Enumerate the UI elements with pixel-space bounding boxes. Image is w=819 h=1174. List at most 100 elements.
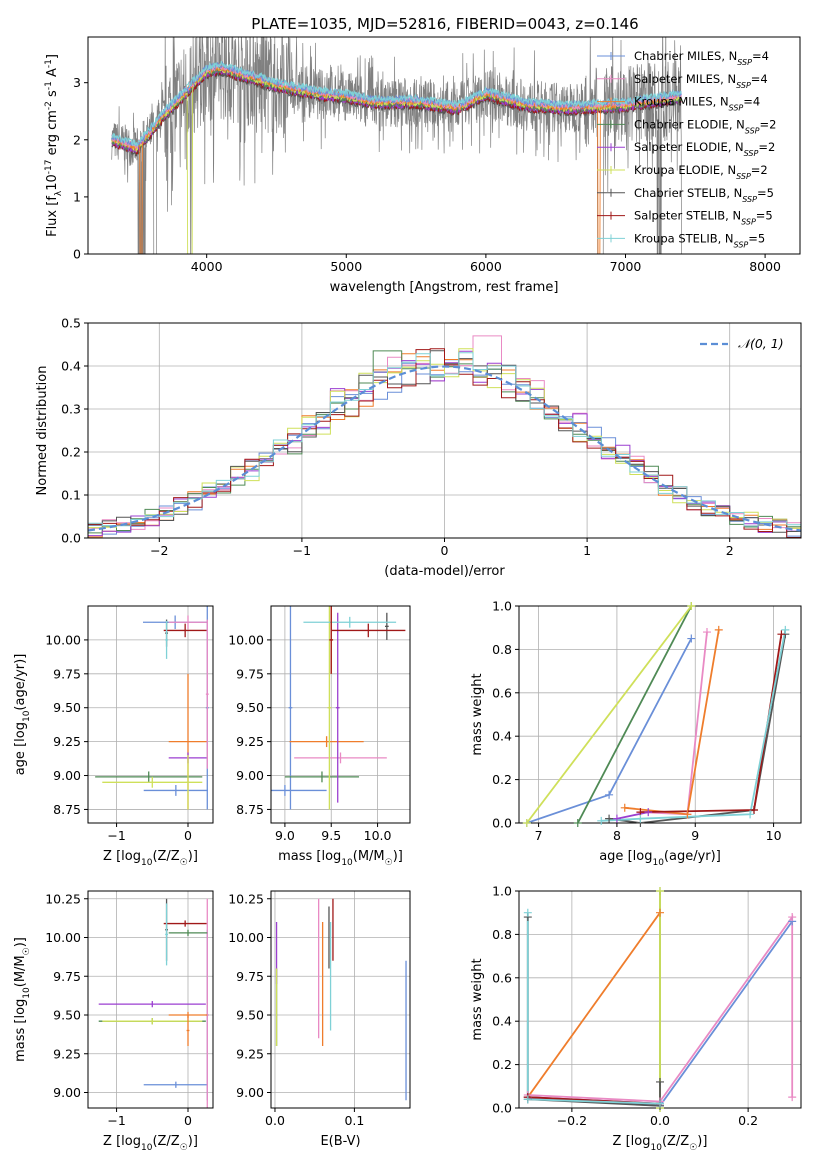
y-tick-label: 0.2 [492,1057,512,1072]
y-tick-label: 9.50 [53,700,81,715]
x-tick-label: 2 [726,543,734,558]
y-tick-label: 9.00 [53,768,81,783]
axes-frame [87,605,214,824]
y-tick-label: 9.00 [236,1085,264,1100]
x-tick-label: −0.2 [557,1113,587,1128]
histogram-kroupa-elodie [88,348,801,529]
y-tick-label: 0.4 [492,1014,512,1029]
histogram-kroupa-stelib [88,352,801,527]
model-line-kroupa-stelib [111,60,682,147]
x-tick-label: 10 [766,828,782,843]
axes-age-vs-Z: −1 0 8.75 9.00 9.25 9.50 9.75 10.00 Z [log10(Z/Z… [13,605,214,868]
axes-weight-vs-age: 7 8 9 10 0.0 0.2 0.4 0.6 0.8 1.0 age [log10(age/yr… [470,599,802,868]
weight-line-kroupa-miles [527,912,661,1098]
y-tick-label: 0.6 [492,970,512,985]
legend-label: Chabrier STELIB, NSSP=5 [634,186,774,204]
plot-area-mass-vs-Z [98,898,209,1108]
y-tick-label: 9.25 [236,1046,264,1061]
x-axis-label: age [log10(age/yr)] [599,849,721,868]
weight-marker [644,808,653,817]
plot-area-mass-vs-EBV [275,898,407,1101]
y-axis-label: mass [log10(M/M☉)] [13,937,32,1062]
plot-area-residuals [88,335,801,538]
x-tick-label: 10.0 [364,828,392,843]
weight-marker [687,634,696,643]
y-tick-label: 9.50 [236,700,264,715]
x-tick-label: 6000 [470,259,502,274]
model-line-chabrier-miles [111,60,682,147]
weight-marker [714,625,723,634]
plot-area-age-vs-mass [271,606,406,810]
legend-label: Kroupa MILES, NSSP=4 [634,95,760,113]
y-tick-label: 10.00 [45,632,81,647]
legend-label: Kroupa ELODIE, NSSP=2 [634,163,768,181]
x-axis-label: E(B-V) [320,1134,360,1149]
y-tick-label: 9.25 [53,734,81,749]
y-tick-label: 9.75 [236,969,264,984]
x-tick-label: 9 [691,828,699,843]
x-tick-label: 9.0 [275,828,295,843]
y-tick-label: 0.4 [492,729,512,744]
x-tick-label: −1 [107,828,125,843]
weight-line-salpeter-miles [527,914,794,1103]
axes-frame [270,890,411,1109]
x-tick-label: 0.0 [265,1113,285,1128]
legend-label: Kroupa STELIB, NSSP=5 [634,231,765,249]
y-axis-label: age [log10(age/yr)] [13,654,32,776]
weight-marker [636,814,645,823]
axes-age-vs-mass: 9.0 9.5 10.0 8.75 9.00 9.25 9.50 9.75 10.00 mass … [228,605,411,868]
weight-line-kroupa-elodie [526,606,693,823]
x-tick-label: 1 [583,543,591,558]
weight-marker [522,819,531,827]
weight-marker [620,803,629,812]
y-tick-label: 0.3 [61,402,81,417]
weight-marker [788,913,797,922]
x-tick-label: 4000 [191,259,223,274]
weight-marker [612,814,621,823]
y-tick-label: 1.0 [492,884,512,899]
x-tick-label: 7000 [610,259,642,274]
weight-marker [523,1095,532,1104]
weight-marker [573,819,582,827]
axes-mass-vs-Z: −1 0 9.00 9.25 9.50 9.75 10.00 10.25 Z [log10(Z/… [13,890,214,1153]
y-tick-label: 0.2 [492,772,512,787]
spectrum-data-line [111,37,682,254]
y-tick-label: 0.4 [61,359,81,374]
y-tick-label: 0.1 [61,488,81,503]
x-axis-label: wavelength [Angstrom, rest frame] [330,280,559,295]
plot-area-age-vs-Z [95,606,209,810]
y-tick-label: 0.6 [492,685,512,700]
weight-marker [656,887,664,895]
y-tick-label: 10.00 [45,930,81,945]
y-axis-label: mass weight [470,958,485,1040]
y-tick-label: 9.75 [53,969,81,984]
x-tick-label: 5000 [330,259,362,274]
weight-marker [703,628,711,637]
x-tick-label: 8000 [749,259,781,274]
y-tick-label: 9.25 [53,1046,81,1061]
legend-label: Chabrier MILES, NSSP=4 [634,49,769,67]
y-tick-label: 9.00 [53,1085,81,1100]
x-axis-label: (data-model)/error [384,564,505,579]
y-tick-label: 10.00 [228,632,264,647]
x-axis-label: Z [log10(Z/Z☉)] [103,849,198,868]
legend-label: Salpeter ELODIE, NSSP=2 [634,140,775,158]
y-tick-label: 0.2 [61,445,81,460]
y-tick-label: 8.75 [53,802,81,817]
spectrum-legend: Chabrier MILES, NSSP=4 Salpeter MILES, NS… [597,49,776,249]
y-tick-label: 10.25 [228,891,264,906]
y-tick-label: 9.50 [236,1008,264,1023]
y-tick-label: 9.25 [236,734,264,749]
weight-marker [656,1099,664,1108]
weight-line-salpeter-elodie [616,811,649,820]
x-tick-label: 9.5 [321,828,341,843]
x-tick-label: 8 [613,828,621,843]
x-tick-label: 0.1 [344,1113,364,1128]
weight-marker [605,790,614,799]
y-tick-label: 10.25 [45,891,81,906]
axes-weight-vs-Z: −0.2 0.0 0.2 0.0 0.2 0.4 0.6 0.8 1.0 Z [log10(Z/Z… [470,884,802,1153]
y-tick-label: 0.8 [492,642,512,657]
weight-marker [750,805,758,814]
legend-label: Salpeter STELIB, NSSP=5 [634,209,773,227]
